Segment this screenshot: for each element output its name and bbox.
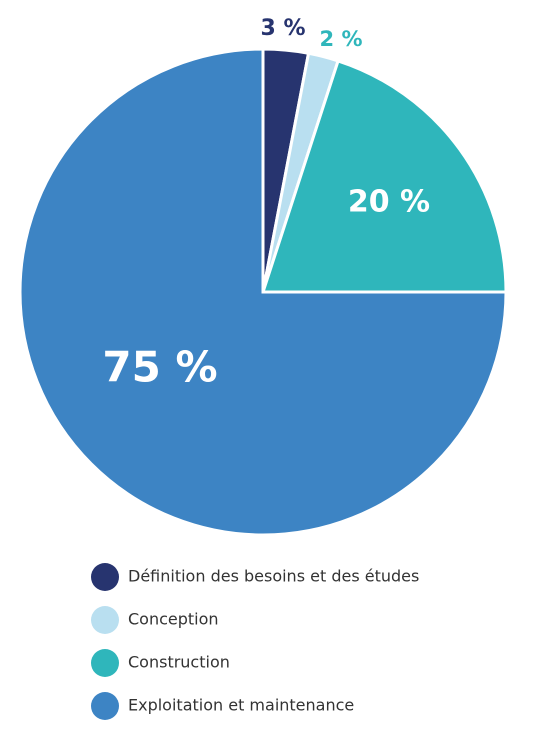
legend-swatch xyxy=(91,563,119,591)
slice-label: 20 % xyxy=(348,185,430,220)
legend-label: Conception xyxy=(128,610,219,629)
legend-label: Définition des besoins et des études xyxy=(128,567,419,586)
legend-label: Construction xyxy=(128,653,230,672)
legend-label: Exploitation et maintenance xyxy=(128,696,354,715)
slice-label: 75 % xyxy=(102,343,217,392)
legend-swatch xyxy=(91,692,119,720)
slice-label: 3 % xyxy=(260,16,305,41)
legend-swatch xyxy=(91,649,119,677)
slice-label: 2 % xyxy=(320,27,363,51)
legend-swatch xyxy=(91,606,119,634)
pie-slice xyxy=(260,59,508,294)
pie-slice xyxy=(18,47,508,537)
